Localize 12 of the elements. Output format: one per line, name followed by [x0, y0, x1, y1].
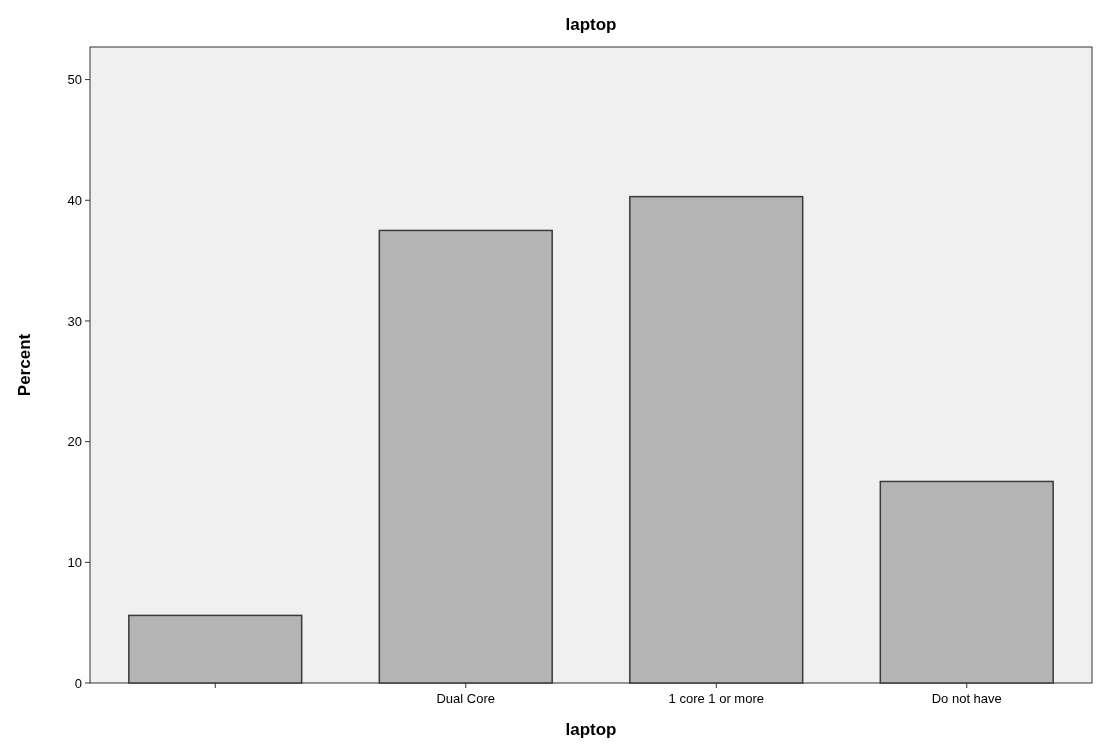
- x-tick-label: Do not have: [931, 691, 1002, 706]
- x-axis-title: laptop: [565, 720, 617, 739]
- y-axis-title: Percent: [15, 333, 34, 397]
- x-tick-label: 1 core 1 or more: [668, 691, 764, 706]
- y-tick-label: 30: [67, 313, 82, 329]
- y-tick-label: 40: [67, 192, 82, 208]
- y-tick-label: 0: [74, 675, 82, 691]
- y-tick-label: 50: [67, 72, 82, 88]
- y-tick-label: 10: [67, 554, 82, 570]
- y-tick-label: 20: [67, 434, 82, 450]
- x-tick-label: Dual Core: [436, 691, 496, 706]
- chart-title: laptop: [565, 15, 617, 34]
